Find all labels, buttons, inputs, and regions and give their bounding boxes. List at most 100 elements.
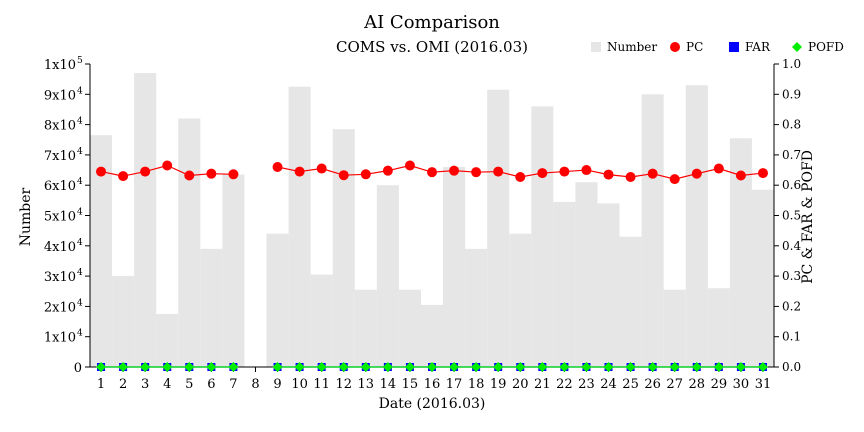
bar-number-23 [575, 182, 598, 367]
bar-number-31 [751, 189, 774, 367]
point-pc-27 [669, 174, 680, 185]
point-pc-11 [316, 163, 327, 174]
point-pc-4 [162, 160, 173, 171]
point-pc-29 [713, 163, 724, 174]
bar-number-11 [310, 274, 333, 367]
bar-number-20 [509, 233, 532, 367]
point-pofd-16 [427, 362, 437, 372]
bar-number-7 [222, 174, 245, 367]
y-left-tick-label-6: 6x10 [44, 179, 76, 194]
point-pc-23 [581, 165, 592, 176]
point-pc-28 [691, 168, 702, 179]
x-tick-label-20: 20 [512, 377, 529, 392]
y-right-tick-label-7: 0.7 [782, 148, 801, 162]
x-tick-label-19: 19 [490, 377, 507, 392]
y-right-tick-label-3: 0.3 [782, 269, 801, 283]
point-pc-18 [471, 167, 482, 178]
x-tick-label-4: 4 [163, 377, 171, 392]
x-tick-label-24: 24 [600, 377, 617, 392]
bar-number-21 [531, 106, 554, 368]
bar-number-6 [200, 248, 223, 367]
y-left-tick-exp-10: 5 [77, 56, 83, 66]
y-right-tick-label-5: 0.5 [782, 209, 801, 223]
bar-number-2 [112, 276, 135, 367]
x-tick-label-7: 7 [229, 377, 237, 392]
x-tick-label-9: 9 [273, 377, 281, 392]
point-pc-24 [603, 169, 614, 180]
y-left-tick-exp-2: 4 [77, 298, 83, 308]
point-pc-21 [537, 168, 548, 179]
y-left-tick-exp-8: 4 [77, 117, 83, 127]
y-left-tick-label-2: 2x10 [44, 300, 76, 315]
bar-number-26 [641, 94, 664, 368]
point-pc-12 [338, 170, 349, 181]
bar-number-28 [685, 85, 708, 368]
y-left-tick-label-9: 9x10 [44, 88, 76, 103]
point-pofd-31 [757, 362, 768, 372]
point-pofd-24 [603, 362, 614, 372]
y-right-tick-label-8: 0.8 [782, 118, 801, 132]
point-pofd-11 [316, 362, 327, 372]
x-tick-label-17: 17 [446, 377, 463, 392]
point-pofd-28 [691, 362, 702, 372]
legend-label-number: Number [607, 40, 657, 54]
point-pofd-30 [735, 362, 746, 372]
legend-label-pc: PC [686, 40, 703, 54]
bar-number-3 [134, 73, 157, 367]
bar-number-24 [597, 203, 620, 367]
bar-number-17 [443, 167, 466, 367]
point-pc-17 [449, 165, 460, 176]
legend-marker-pc [670, 42, 680, 52]
bar-number-14 [376, 185, 399, 367]
legend-marker-far [729, 42, 739, 52]
point-pofd-3 [140, 362, 151, 372]
point-pc-5 [184, 170, 195, 181]
point-pofd-15 [404, 362, 415, 372]
point-pofd-26 [647, 362, 658, 372]
y-axis-left-label: Number [18, 187, 34, 246]
bar-number-25 [619, 236, 642, 367]
point-pofd-6 [206, 362, 217, 372]
point-pofd-23 [581, 362, 592, 372]
x-tick-label-15: 15 [402, 377, 419, 392]
point-pc-20 [515, 172, 526, 183]
bar-number-29 [707, 288, 730, 367]
legend-label-far: FAR [745, 40, 771, 54]
x-tick-label-18: 18 [468, 377, 485, 392]
x-tick-label-25: 25 [622, 377, 639, 392]
x-tick-label-28: 28 [689, 377, 706, 392]
y-right-tick-label-0: 0.0 [782, 360, 801, 374]
point-pofd-7 [228, 362, 239, 372]
point-pc-14 [382, 165, 393, 176]
x-tick-label-13: 13 [358, 377, 375, 392]
x-tick-label-22: 22 [556, 377, 573, 392]
point-pofd-18 [471, 362, 482, 372]
y-left-tick-label-1: 1x10 [44, 331, 76, 346]
x-tick-label-26: 26 [644, 377, 661, 392]
point-pofd-12 [338, 362, 349, 372]
x-tick-label-14: 14 [380, 377, 397, 392]
y-left-tick-label-8: 8x10 [44, 119, 76, 134]
point-pofd-20 [515, 362, 526, 372]
x-tick-label-11: 11 [313, 377, 330, 392]
y-left-tick-label-0: 0 [74, 361, 82, 376]
chart-title: AI Comparison [363, 12, 500, 33]
x-tick-label-30: 30 [733, 377, 750, 392]
y-right-tick-label-2: 0.2 [782, 299, 801, 313]
x-tick-label-6: 6 [207, 377, 215, 392]
y-right-tick-label-9: 0.9 [782, 87, 801, 101]
y-left-tick-exp-7: 4 [77, 147, 83, 157]
y-left-tick-exp-4: 4 [77, 238, 83, 248]
x-tick-label-31: 31 [755, 377, 772, 392]
y-left-tick-label-7: 7x10 [44, 149, 76, 164]
point-pc-2 [118, 171, 129, 182]
bar-number-27 [663, 289, 686, 367]
point-pofd-27 [669, 362, 680, 372]
point-pofd-9 [272, 362, 283, 372]
bar-number-4 [156, 313, 179, 367]
bar-number-12 [332, 129, 355, 367]
point-pofd-29 [713, 362, 724, 372]
bar-number-18 [465, 248, 488, 367]
